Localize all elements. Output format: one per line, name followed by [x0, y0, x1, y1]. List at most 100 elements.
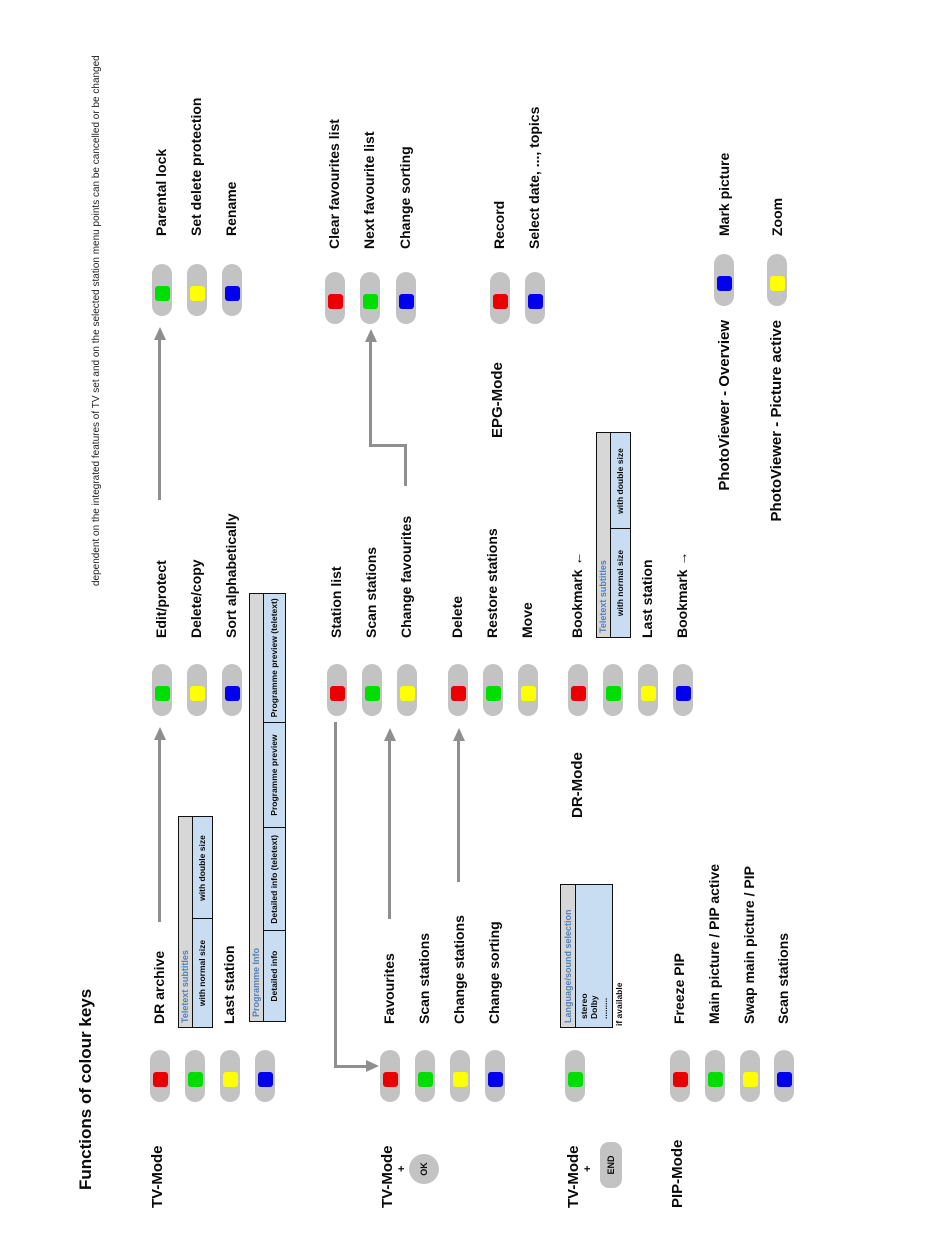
key-label-scan-stations: Scan stations — [363, 546, 379, 638]
blue-key-dot — [224, 286, 240, 301]
colour-key-yellow — [220, 1050, 240, 1102]
key-label-mark-picture: Mark picture — [716, 152, 732, 236]
mode-label-tv-ok: TV-Mode — [379, 1145, 396, 1209]
sound-box-line: Dolby — [589, 995, 599, 1019]
key-label-sort-alphabetically: Sort alphabetically — [223, 513, 239, 638]
key-label-set-delete-protection: Set delete protection — [188, 97, 204, 236]
arrow-line — [404, 444, 407, 486]
programme-box-cell: Detailed info — [264, 930, 285, 1021]
yellow-key-dot — [769, 276, 785, 291]
yellow-key-dot — [520, 686, 536, 701]
yellow-key-dot — [222, 1072, 238, 1087]
red-key-dot — [329, 686, 345, 701]
mode-label-tv-end: TV-Mode — [565, 1145, 582, 1209]
red-key-dot — [570, 686, 586, 701]
plus-sign: + — [582, 1165, 594, 1172]
arrow-line — [334, 722, 337, 1068]
colour-key-green — [483, 664, 503, 716]
colour-key-blue — [525, 272, 545, 324]
mode-label-pip: PIP-Mode — [669, 1139, 686, 1208]
blue-key-dot — [224, 686, 240, 701]
colour-key-yellow — [187, 664, 207, 716]
key-label-record: Record — [491, 200, 507, 249]
key-label-favourites: Favourites — [381, 953, 397, 1024]
arrow-line — [158, 338, 161, 500]
colour-key-red — [380, 1050, 400, 1102]
colour-key-green — [152, 264, 172, 316]
colour-key-red — [448, 664, 468, 716]
teletext-box-header: Teletext subtitles — [597, 433, 611, 637]
colour-key-yellow — [740, 1050, 760, 1102]
colour-key-yellow — [638, 664, 658, 716]
programme-box-cell: Detailed info (teletext) — [264, 827, 285, 931]
green-key-dot — [154, 286, 170, 301]
key-label-swap-main-picture-pip: Swap main picture / PIP — [741, 866, 757, 1024]
key-label-change-favourites: Change favourites — [398, 515, 414, 638]
key-label-scan-stations: Scan stations — [775, 932, 791, 1024]
blue-key-dot — [527, 294, 543, 309]
if-available-note: if available — [614, 982, 624, 1026]
colour-key-green — [705, 1050, 725, 1102]
blue-key-dot — [716, 276, 732, 291]
arrow-right-icon — [452, 728, 465, 741]
programme-box-cell: Programme preview — [264, 721, 285, 828]
key-label-dr-archive: DR archive — [151, 950, 167, 1024]
green-key-dot — [154, 686, 170, 701]
blue-key-dot — [257, 1072, 273, 1087]
red-key-dot — [672, 1072, 688, 1087]
colour-key-red — [325, 272, 345, 324]
key-label-change-sorting: Change sorting — [486, 921, 502, 1024]
sound-box-line: ......... — [599, 997, 609, 1019]
key-label-main-picture-pip-active: Main picture / PIP active — [706, 863, 722, 1024]
yellow-key-dot — [742, 1072, 758, 1087]
key-label-clear-favourites-list: Clear favourites list — [326, 119, 342, 249]
colour-key-green — [565, 1050, 585, 1102]
arrow-right-icon — [364, 329, 377, 342]
colour-key-green — [603, 664, 623, 716]
plus-sign: + — [396, 1165, 408, 1172]
blue-key-dot — [487, 1072, 503, 1087]
colour-key-yellow — [767, 254, 787, 306]
colour-key-blue — [774, 1050, 794, 1102]
key-label-delete: Delete — [449, 595, 465, 638]
teletext-box-cell: with double size — [615, 448, 625, 514]
teletext-box-header: Teletext subtitles — [179, 817, 193, 1027]
key-label-edit-protect: Edit/protect — [153, 560, 169, 638]
arrow-right-icon — [383, 728, 396, 741]
arrow-line — [388, 739, 391, 919]
key-label-select-date-topics: Select date, ..., topics — [526, 106, 542, 249]
key-label-bookmark-forward: Bookmark → — [674, 551, 690, 638]
key-label-change-sorting: Change sorting — [397, 146, 413, 249]
green-key-dot — [707, 1072, 723, 1087]
green-key-dot — [187, 1072, 203, 1087]
programme-info-box: Programme Info Detailed info Detailed in… — [249, 593, 286, 1022]
arrow-right-icon — [153, 727, 166, 740]
programme-box-cell: Programme preview (teletext) — [269, 598, 279, 718]
yellow-key-dot — [189, 286, 205, 301]
colour-key-yellow — [518, 664, 538, 716]
colour-key-green — [185, 1050, 205, 1102]
mode-label-tv: TV-Mode — [149, 1145, 166, 1209]
page-note: dependent on the integrated features of … — [91, 55, 102, 586]
key-label-change-stations: Change stations — [451, 915, 467, 1024]
key-label-next-favourite-list: Next favourite list — [361, 131, 377, 249]
blue-key-dot — [675, 686, 691, 701]
teletext-box-cell: with normal size — [193, 918, 212, 1027]
green-key-dot — [364, 686, 380, 701]
colour-key-red — [670, 1050, 690, 1102]
teletext-box-cell: with double size — [197, 835, 207, 901]
red-key-dot — [382, 1072, 398, 1087]
green-key-dot — [485, 686, 501, 701]
blue-key-dot — [776, 1072, 792, 1087]
colour-key-yellow — [450, 1050, 470, 1102]
page-title: Functions of colour keys — [76, 988, 95, 1190]
key-label-last-station: Last station — [221, 945, 237, 1024]
green-key-dot — [417, 1072, 433, 1087]
arrow-line — [334, 1065, 367, 1068]
colour-key-yellow — [187, 264, 207, 316]
yellow-key-dot — [452, 1072, 468, 1087]
colour-key-red — [150, 1050, 170, 1102]
colour-key-blue — [222, 264, 242, 316]
arrow-line — [369, 340, 372, 447]
colour-key-blue — [714, 254, 734, 306]
